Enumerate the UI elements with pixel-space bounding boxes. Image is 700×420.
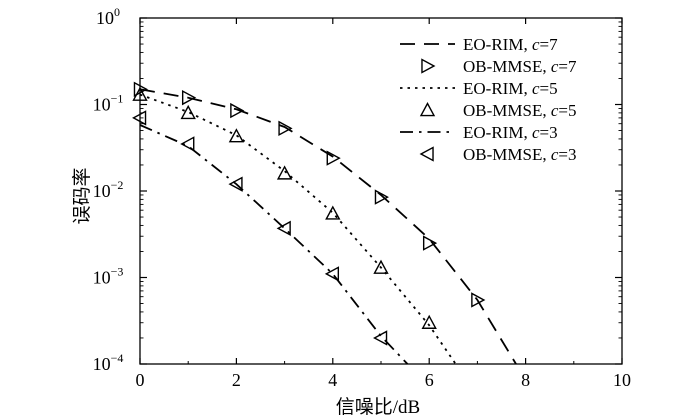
legend-label-main: EO-RIM, bbox=[463, 35, 532, 54]
series-3 bbox=[132, 86, 437, 329]
data-point bbox=[324, 266, 340, 282]
y-axis-label: 误码率 bbox=[71, 167, 93, 224]
y-tick-base: 10 bbox=[93, 354, 111, 374]
x-tick-label: 0 bbox=[136, 370, 145, 390]
legend-item-1: OB-MMSE, c=7 bbox=[421, 57, 577, 76]
series-line bbox=[139, 93, 457, 365]
x-tick-label: 2 bbox=[232, 370, 241, 390]
y-tick-exponent: −4 bbox=[111, 351, 124, 365]
y-tick-label: 10−4 bbox=[93, 351, 124, 374]
legend-item-4: EO-RIM, c=3 bbox=[400, 123, 558, 142]
data-point bbox=[180, 136, 195, 152]
legend-item-5: OB-MMSE, c=3 bbox=[419, 145, 577, 164]
legend-label-main: EO-RIM, bbox=[463, 123, 532, 142]
y-tick-base: 10 bbox=[93, 95, 111, 115]
y-tick-label: 10−2 bbox=[93, 178, 124, 201]
legend-label-var: c bbox=[532, 79, 540, 98]
data-point bbox=[228, 128, 245, 143]
data-point bbox=[181, 89, 197, 106]
data-point bbox=[373, 330, 388, 346]
legend-label-main: EO-RIM, bbox=[463, 79, 532, 98]
data-point bbox=[278, 120, 293, 137]
data-point bbox=[228, 176, 243, 192]
legend-swatch-marker bbox=[419, 146, 434, 162]
legend-label-var: c bbox=[532, 123, 540, 142]
legend-label: EO-RIM, c=3 bbox=[463, 123, 558, 142]
legend-label-value: =5 bbox=[558, 101, 576, 120]
legend-label-var: c bbox=[551, 57, 559, 76]
y-tick-exponent: −1 bbox=[111, 92, 124, 106]
y-tick-base: 10 bbox=[93, 268, 111, 288]
legend-label: OB-MMSE, c=5 bbox=[463, 101, 577, 120]
legend-label-main: OB-MMSE, bbox=[463, 57, 551, 76]
y-tick-exponent: −2 bbox=[111, 178, 124, 192]
y-tick-base: 10 bbox=[96, 8, 114, 28]
legend-item-2: EO-RIM, c=5 bbox=[400, 79, 558, 98]
data-point bbox=[471, 292, 486, 308]
legend-label-var: c bbox=[551, 101, 559, 120]
legend-swatch-marker bbox=[419, 102, 436, 117]
x-tick-label: 6 bbox=[425, 370, 434, 390]
y-tick-label: 100 bbox=[96, 5, 120, 28]
legend-label-value: =7 bbox=[558, 57, 577, 76]
data-point bbox=[374, 189, 389, 205]
data-point bbox=[132, 110, 147, 126]
data-point bbox=[132, 86, 148, 101]
x-tick-label: 4 bbox=[328, 370, 337, 390]
series-2 bbox=[139, 93, 457, 365]
legend: EO-RIM, c=7OB-MMSE, c=7EO-RIM, c=5OB-MMS… bbox=[400, 35, 577, 164]
data-point bbox=[180, 104, 196, 120]
y-tick-base: 10 bbox=[93, 181, 111, 201]
data-point bbox=[326, 150, 341, 166]
legend-label: OB-MMSE, c=3 bbox=[463, 145, 577, 164]
data-point bbox=[421, 314, 437, 329]
series-0 bbox=[139, 88, 517, 365]
y-tick-label: 10−3 bbox=[93, 265, 124, 288]
series-line bbox=[139, 124, 409, 365]
data-point bbox=[422, 235, 438, 251]
legend-label-value: =5 bbox=[540, 79, 558, 98]
series-5 bbox=[132, 110, 388, 346]
series-layer bbox=[132, 81, 517, 365]
legend-label-var: c bbox=[551, 145, 559, 164]
legend-label: OB-MMSE, c=7 bbox=[463, 57, 577, 76]
legend-label: EO-RIM, c=7 bbox=[463, 35, 558, 54]
legend-item-3: OB-MMSE, c=5 bbox=[419, 101, 577, 120]
legend-label: EO-RIM, c=5 bbox=[463, 79, 558, 98]
data-point bbox=[230, 102, 245, 119]
legend-label-value: =3 bbox=[558, 145, 576, 164]
data-point bbox=[276, 165, 293, 180]
series-4 bbox=[139, 124, 409, 365]
legend-label-main: OB-MMSE, bbox=[463, 145, 551, 164]
y-tick-exponent: 0 bbox=[114, 5, 120, 19]
legend-label-main: OB-MMSE, bbox=[463, 101, 551, 120]
legend-label-value: =7 bbox=[540, 35, 559, 54]
data-point bbox=[133, 81, 148, 97]
data-point bbox=[325, 205, 341, 220]
data-point bbox=[373, 259, 389, 274]
y-tick-exponent: −3 bbox=[111, 265, 124, 279]
legend-label-var: c bbox=[532, 35, 540, 54]
y-tick-label: 10−1 bbox=[93, 92, 124, 115]
series-1 bbox=[133, 81, 486, 308]
data-point bbox=[276, 220, 291, 237]
legend-label-value: =3 bbox=[540, 123, 558, 142]
legend-item-0: EO-RIM, c=7 bbox=[400, 35, 558, 54]
x-tick-label: 10 bbox=[613, 370, 631, 390]
x-axis-label: 信噪比/dB bbox=[336, 396, 420, 418]
x-axis: 0 2 4 6 8 10 bbox=[136, 18, 631, 390]
legend-swatch-marker bbox=[421, 58, 436, 74]
x-tick-label: 8 bbox=[521, 370, 530, 390]
series-line bbox=[139, 88, 517, 365]
